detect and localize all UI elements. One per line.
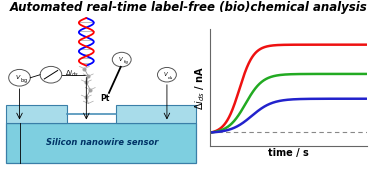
Text: $V$: $V$: [118, 55, 124, 63]
Y-axis label: $\Delta i_{ds}$ / nA: $\Delta i_{ds}$ / nA: [193, 66, 207, 110]
Circle shape: [9, 69, 30, 86]
Text: Pt: Pt: [100, 94, 110, 103]
Bar: [6, 105, 67, 123]
X-axis label: time / s: time / s: [268, 148, 308, 158]
Circle shape: [112, 52, 131, 67]
Text: Automated real-time label-free (bio)chemical analysis: Automated real-time label-free (bio)chem…: [10, 1, 368, 14]
Text: $\rm{bg}$: $\rm{bg}$: [20, 76, 28, 85]
Bar: [6, 123, 197, 163]
Circle shape: [158, 67, 177, 82]
Bar: [116, 105, 197, 123]
Text: $\rm{ds}$: $\rm{ds}$: [167, 74, 174, 81]
Text: $V$: $V$: [164, 70, 170, 78]
Text: $\Delta i_{ds}$: $\Delta i_{ds}$: [65, 69, 79, 79]
Text: Silicon nanowire sensor: Silicon nanowire sensor: [46, 138, 158, 147]
Text: $\rm{fg}$: $\rm{fg}$: [123, 58, 129, 66]
Circle shape: [40, 66, 62, 83]
Text: $V$: $V$: [15, 73, 22, 81]
